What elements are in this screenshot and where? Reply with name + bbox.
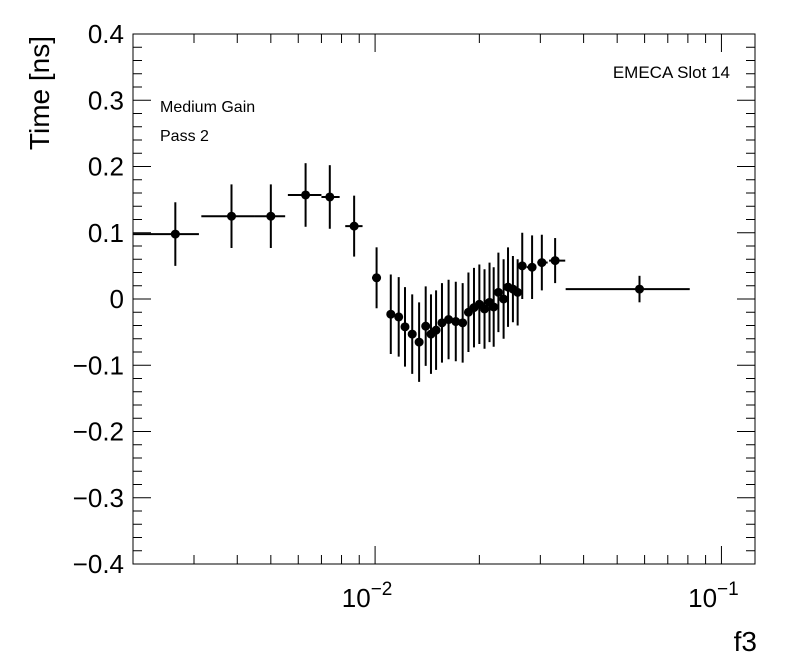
data-point bbox=[414, 302, 424, 382]
data-point bbox=[480, 269, 490, 349]
y-axis-title: Time [ns] bbox=[24, 36, 55, 150]
data-point bbox=[526, 235, 537, 299]
marker bbox=[431, 325, 441, 335]
data-point bbox=[407, 294, 417, 374]
marker bbox=[349, 221, 359, 231]
marker bbox=[499, 294, 509, 304]
marker bbox=[513, 287, 523, 297]
data-point bbox=[133, 202, 199, 266]
y-tick-label: −0.1 bbox=[73, 350, 124, 380]
data-point bbox=[287, 163, 322, 227]
marker bbox=[451, 317, 461, 327]
data-point bbox=[394, 277, 404, 357]
y-tick-label: 0.2 bbox=[88, 152, 124, 182]
annotation-pass: Pass 2 bbox=[160, 128, 209, 145]
marker bbox=[527, 262, 537, 272]
data-point bbox=[565, 275, 690, 303]
y-tick-label: −0.2 bbox=[73, 417, 124, 447]
annotation-gain: Medium Gain bbox=[160, 99, 255, 116]
x-tick-label: 10−2 bbox=[342, 579, 393, 613]
data-point bbox=[444, 279, 454, 360]
data-point bbox=[372, 247, 382, 309]
marker bbox=[227, 211, 237, 221]
marker bbox=[458, 318, 468, 328]
marker bbox=[301, 190, 311, 200]
data-point bbox=[489, 267, 499, 347]
x-tick-label: 10−1 bbox=[688, 579, 739, 613]
data-point bbox=[386, 274, 396, 354]
marker bbox=[386, 309, 396, 319]
x-axis-title: f3 bbox=[734, 626, 757, 657]
y-tick-label: 0.3 bbox=[88, 85, 124, 115]
data-point bbox=[517, 232, 527, 299]
data-point bbox=[513, 259, 523, 326]
marker bbox=[480, 304, 490, 314]
marker bbox=[266, 211, 276, 221]
y-tick-label: −0.4 bbox=[73, 549, 124, 579]
marker bbox=[537, 258, 547, 268]
marker bbox=[444, 315, 454, 325]
data-point bbox=[493, 252, 503, 333]
data-point bbox=[400, 287, 410, 367]
marker bbox=[325, 192, 335, 202]
data-point bbox=[421, 286, 431, 366]
chart-title: EMECA Slot 14 bbox=[613, 63, 730, 82]
data-point bbox=[345, 195, 363, 257]
data-point bbox=[451, 281, 461, 362]
y-tick-label: 0.1 bbox=[88, 218, 124, 248]
marker bbox=[394, 312, 404, 322]
marker bbox=[489, 302, 499, 312]
data-point bbox=[458, 283, 468, 363]
marker bbox=[400, 322, 410, 332]
marker bbox=[550, 256, 560, 266]
data-point bbox=[549, 238, 566, 284]
y-tick-label: −0.3 bbox=[73, 483, 124, 513]
marker bbox=[493, 287, 503, 297]
marker bbox=[517, 261, 527, 271]
data-point bbox=[537, 234, 548, 291]
data-point bbox=[499, 259, 509, 339]
marker bbox=[634, 284, 644, 294]
data-point bbox=[254, 184, 286, 248]
y-tick-label: 0 bbox=[110, 284, 124, 314]
marker bbox=[414, 337, 424, 347]
marker bbox=[407, 329, 417, 339]
marker bbox=[421, 321, 431, 331]
marker bbox=[372, 273, 382, 283]
y-tick-label: 0.4 bbox=[88, 19, 124, 49]
marker bbox=[170, 229, 180, 239]
data-point bbox=[321, 165, 340, 229]
data-point bbox=[431, 290, 441, 370]
data-point bbox=[201, 184, 255, 248]
